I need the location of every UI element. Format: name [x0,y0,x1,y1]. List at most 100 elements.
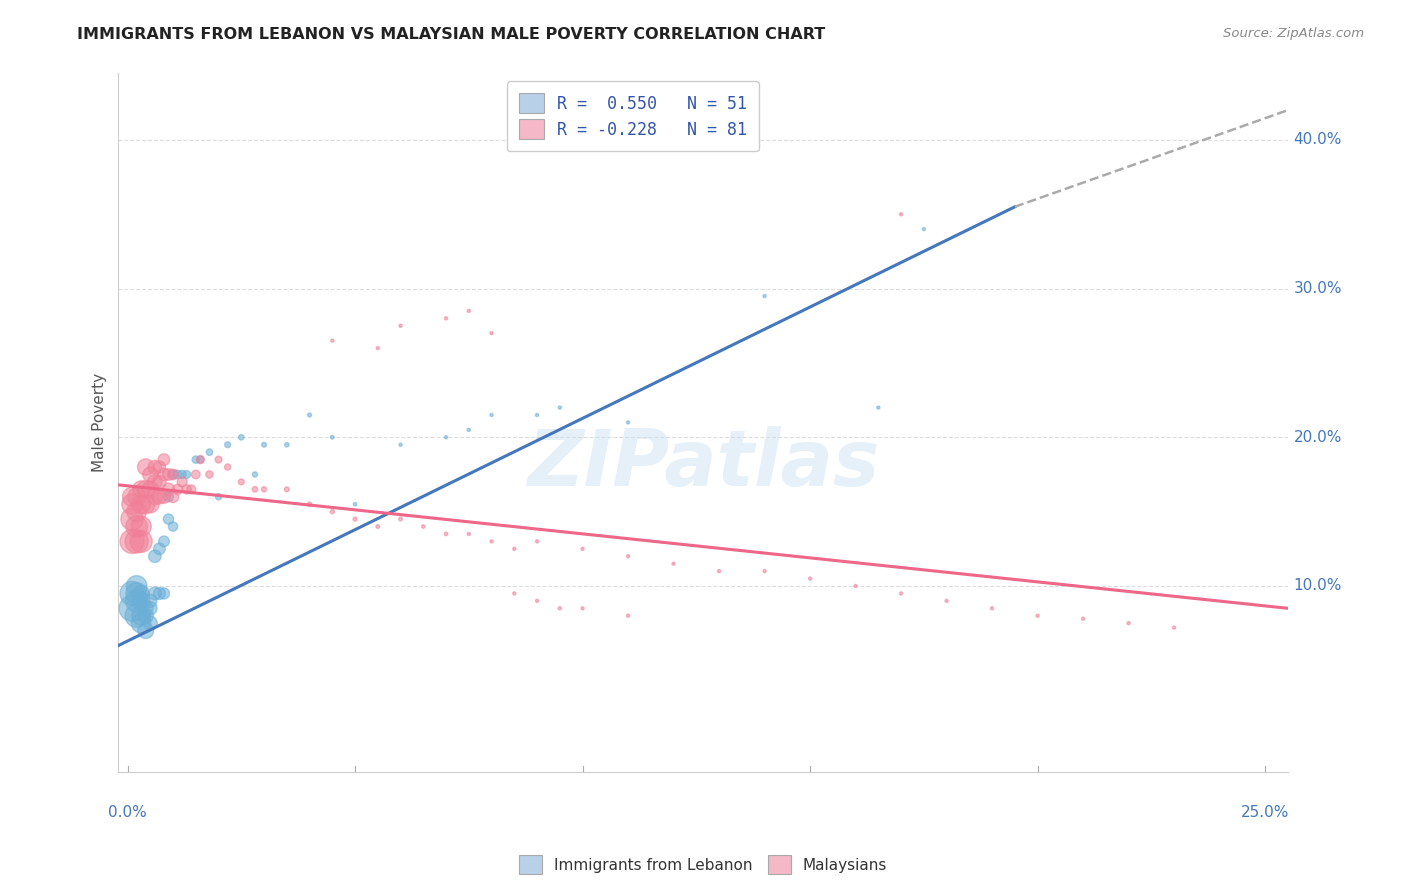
Point [434,430,457,444]
Legend: R =  0.550   N = 51, R = -0.228   N = 81: R = 0.550 N = 51, R = -0.228 N = 81 [508,81,759,151]
Point [129,519,152,533]
Point [276,438,298,452]
Point [125,579,148,593]
Point [367,341,389,355]
Point [121,497,143,511]
Point [868,401,890,415]
Point [172,467,194,482]
Point [481,408,503,422]
Point [180,483,202,497]
Text: 30.0%: 30.0% [1294,281,1343,296]
Point [217,438,239,452]
Point [344,512,367,526]
Point [481,534,503,549]
Text: 25.0%: 25.0% [1241,805,1289,820]
Point [148,490,170,504]
Point [162,519,184,533]
Point [845,579,868,593]
Point [389,512,412,526]
Point [157,512,180,526]
Point [207,490,229,504]
Point [231,475,253,489]
Point [135,601,157,615]
Point [162,490,184,504]
Point [526,408,548,422]
Point [481,326,503,341]
Point [153,586,176,600]
Point [321,505,343,519]
Point [1071,612,1094,626]
Point [617,549,640,564]
Point [125,586,148,600]
Point [153,534,176,549]
Point [143,549,166,564]
Point [188,452,211,467]
Point [935,594,957,608]
Point [217,460,239,475]
Point [139,594,162,608]
Point [457,304,479,318]
Point [298,497,321,511]
Point [412,519,434,533]
Point [184,452,207,467]
Point [139,601,162,615]
Point [157,490,180,504]
Point [188,452,211,467]
Point [125,534,148,549]
Point [148,475,170,489]
Point [198,445,221,459]
Point [912,222,935,236]
Point [176,467,198,482]
Point [503,586,526,600]
Point [503,541,526,556]
Point [162,467,184,482]
Point [157,483,180,497]
Point [754,564,776,578]
Point [184,467,207,482]
Point [135,608,157,623]
Text: 0.0%: 0.0% [108,805,146,820]
Point [321,334,343,348]
Point [129,497,152,511]
Point [166,483,188,497]
Point [799,572,821,586]
Point [139,483,162,497]
Text: IMMIGRANTS FROM LEBANON VS MALAYSIAN MALE POVERTY CORRELATION CHART: IMMIGRANTS FROM LEBANON VS MALAYSIAN MAL… [77,27,825,42]
Point [662,557,685,571]
Point [231,430,253,444]
Text: 20.0%: 20.0% [1294,430,1343,445]
Point [754,289,776,303]
Point [1026,608,1049,623]
Point [321,430,343,444]
Point [176,483,198,497]
Point [125,594,148,608]
Point [198,467,221,482]
Point [162,467,184,482]
Point [143,460,166,475]
Point [129,608,152,623]
Point [207,452,229,467]
Point [526,534,548,549]
Point [143,586,166,600]
Point [548,601,571,615]
Point [172,475,194,489]
Point [243,483,266,497]
Point [253,438,276,452]
Point [890,207,912,221]
Point [367,519,389,533]
Point [135,497,157,511]
Text: Source: ZipAtlas.com: Source: ZipAtlas.com [1223,27,1364,40]
Point [1118,616,1140,631]
Point [389,438,412,452]
Point [617,416,640,430]
Point [121,586,143,600]
Point [148,460,170,475]
Point [434,311,457,326]
Text: 40.0%: 40.0% [1294,132,1343,147]
Point [457,423,479,437]
Point [129,616,152,631]
Point [129,594,152,608]
Point [434,527,457,541]
Point [243,467,266,482]
Point [139,467,162,482]
